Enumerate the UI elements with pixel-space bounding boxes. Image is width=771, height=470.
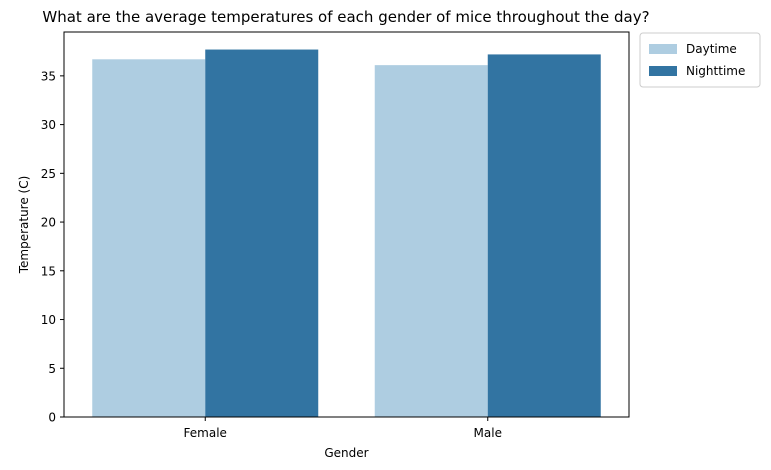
y-tick-label: 25 — [41, 167, 56, 181]
legend-label-daytime: Daytime — [686, 42, 737, 56]
bar-nighttime-male — [487, 54, 601, 417]
y-tick-label: 10 — [41, 313, 56, 327]
y-axis: 0 5 10 15 20 25 30 35 — [41, 69, 64, 425]
bars-group — [92, 49, 601, 417]
plot-frame — [63, 31, 630, 418]
bar-daytime-male — [374, 65, 488, 417]
legend-swatch-daytime — [649, 44, 677, 54]
y-tick-label: 5 — [48, 362, 56, 376]
y-tick-label: 20 — [41, 216, 56, 230]
y-tick-label: 30 — [41, 118, 56, 132]
bar-daytime-female — [92, 59, 206, 417]
plot-area: 0 5 10 15 20 25 30 35 Female Male — [41, 31, 630, 440]
x-tick-label: Male — [474, 426, 502, 440]
y-axis-label: Temperature (C) — [17, 176, 31, 275]
y-tick-label: 0 — [48, 411, 56, 425]
x-axis: Female Male — [184, 417, 502, 440]
x-tick-label: Female — [184, 426, 227, 440]
legend-label-nighttime: Nighttime — [686, 64, 745, 78]
chart-title: What are the average temperatures of eac… — [42, 8, 649, 26]
legend: Daytime Nighttime — [639, 32, 761, 88]
bar-nighttime-female — [205, 49, 319, 417]
y-tick-label: 15 — [41, 264, 56, 278]
x-axis-label: Gender — [324, 446, 368, 460]
legend-swatch-nighttime — [649, 66, 677, 76]
y-tick-label: 35 — [41, 69, 56, 83]
